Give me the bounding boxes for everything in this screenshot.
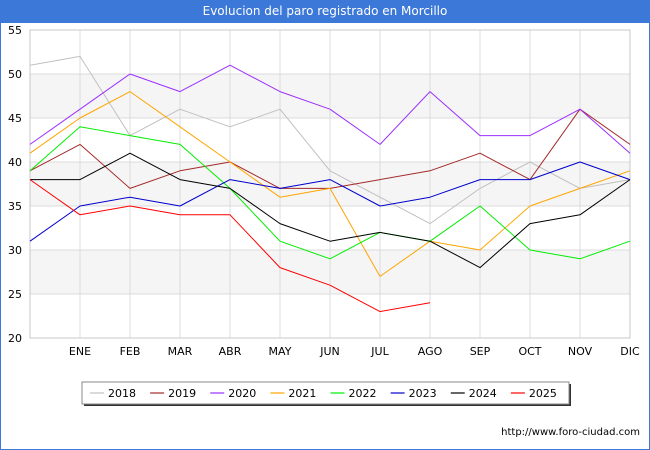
source-url[interactable]: http://www.foro-ciudad.com xyxy=(501,427,640,438)
legend-label-2020: 2020 xyxy=(228,387,256,400)
y-tick-label: 45 xyxy=(8,112,22,125)
series-line-2020 xyxy=(29,64,631,154)
chart-title: Evolucion del paro registrado en Morcill… xyxy=(0,0,650,23)
x-tick-label: NOV xyxy=(568,345,593,358)
plot-border xyxy=(29,29,631,339)
series-line-2025 xyxy=(29,179,431,313)
x-tick-label: SEP xyxy=(470,345,491,358)
x-tick-label: ABR xyxy=(219,345,242,358)
series-line-2021 xyxy=(29,91,631,277)
x-tick-label: FEB xyxy=(120,345,141,358)
legend-box xyxy=(81,381,570,405)
y-tick-label: 50 xyxy=(8,68,22,81)
legend-label-2023: 2023 xyxy=(409,387,437,400)
series-line-2024 xyxy=(30,152,631,269)
x-tick-label: MAY xyxy=(269,345,292,358)
y-tick-label: 30 xyxy=(8,244,22,257)
x-tick-label: AGO xyxy=(418,345,443,358)
y-tick-label: 20 xyxy=(8,332,22,345)
x-tick-label: JUL xyxy=(370,345,389,358)
legend-label-2018: 2018 xyxy=(108,387,136,400)
legend-label-2024: 2024 xyxy=(469,387,497,400)
series-line-2022 xyxy=(29,126,631,260)
x-tick-label: OCT xyxy=(518,345,541,358)
x-tick-label: JUN xyxy=(319,345,340,358)
y-tick-label: 35 xyxy=(8,200,22,213)
legend-label-2021: 2021 xyxy=(288,387,316,400)
legend-label-2022: 2022 xyxy=(349,387,377,400)
y-tick-label: 55 xyxy=(8,24,22,37)
y-tick-label: 40 xyxy=(8,156,22,169)
legend-label-2025: 2025 xyxy=(529,387,557,400)
x-tick-label: MAR xyxy=(168,345,193,358)
x-tick-label: DIC xyxy=(620,345,640,358)
x-tick-label: ENE xyxy=(69,345,91,358)
series-line-2023 xyxy=(29,161,631,242)
legend-label-2019: 2019 xyxy=(168,387,196,400)
y-tick-label: 25 xyxy=(8,288,22,301)
